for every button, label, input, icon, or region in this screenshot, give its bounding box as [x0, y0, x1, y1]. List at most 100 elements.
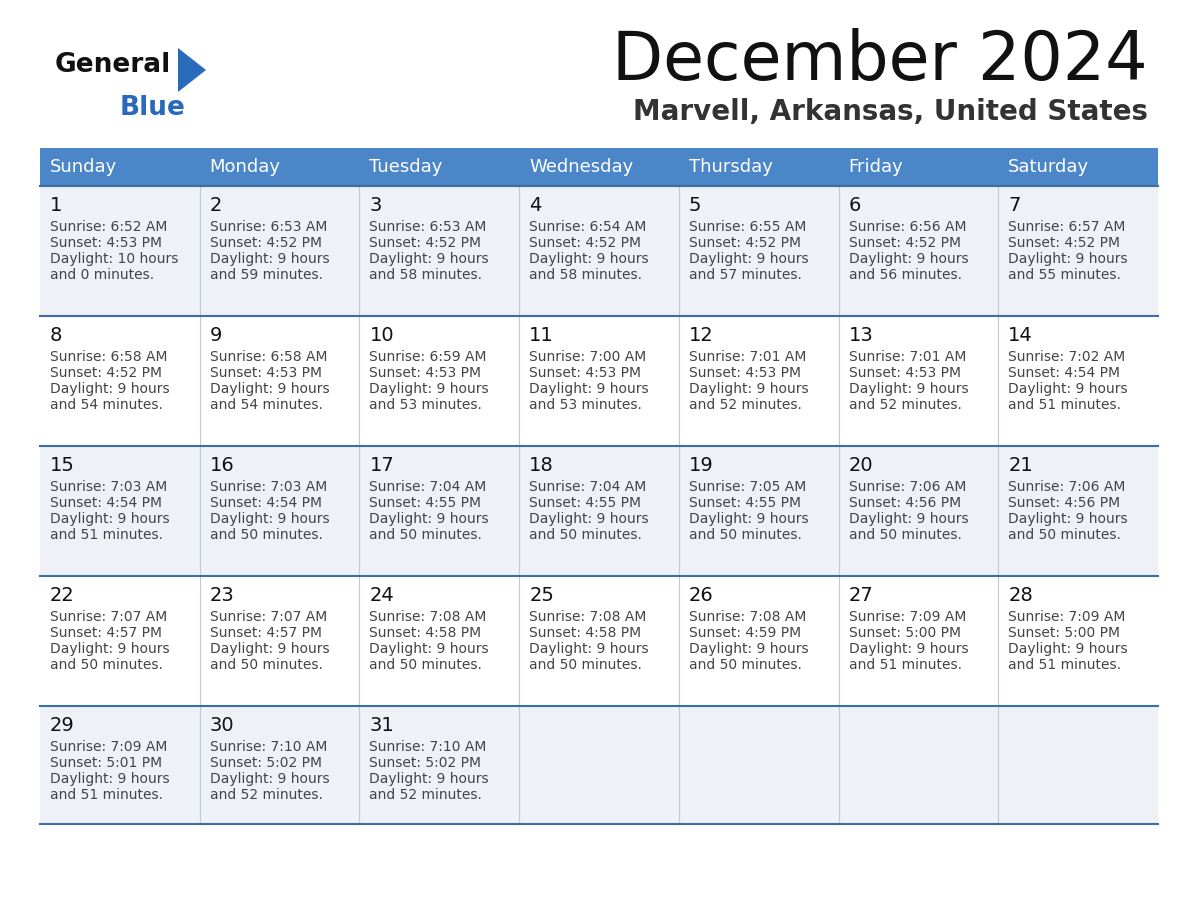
Text: 1: 1 [50, 196, 63, 215]
Text: Sunset: 4:56 PM: Sunset: 4:56 PM [848, 496, 961, 510]
Text: Daylight: 9 hours: Daylight: 9 hours [50, 382, 170, 396]
Text: Saturday: Saturday [1009, 158, 1089, 176]
Text: Daylight: 9 hours: Daylight: 9 hours [1009, 642, 1127, 656]
Text: Sunrise: 6:53 AM: Sunrise: 6:53 AM [210, 220, 327, 234]
Text: 18: 18 [529, 456, 554, 475]
Text: Sunrise: 7:07 AM: Sunrise: 7:07 AM [50, 610, 168, 624]
Text: Daylight: 9 hours: Daylight: 9 hours [1009, 382, 1127, 396]
Text: Daylight: 9 hours: Daylight: 9 hours [210, 252, 329, 266]
Text: 10: 10 [369, 326, 394, 345]
Text: Sunset: 4:52 PM: Sunset: 4:52 PM [210, 236, 322, 250]
Text: Sunrise: 7:00 AM: Sunrise: 7:00 AM [529, 350, 646, 364]
Text: 31: 31 [369, 716, 394, 735]
Text: and 52 minutes.: and 52 minutes. [210, 788, 323, 802]
Text: Thursday: Thursday [689, 158, 772, 176]
Text: 16: 16 [210, 456, 234, 475]
Text: Sunrise: 7:10 AM: Sunrise: 7:10 AM [210, 740, 327, 754]
Text: Daylight: 9 hours: Daylight: 9 hours [529, 382, 649, 396]
Text: and 51 minutes.: and 51 minutes. [50, 788, 163, 802]
Text: and 50 minutes.: and 50 minutes. [369, 528, 482, 542]
Text: Daylight: 9 hours: Daylight: 9 hours [1009, 252, 1127, 266]
Text: Sunset: 4:53 PM: Sunset: 4:53 PM [848, 366, 961, 380]
Text: and 51 minutes.: and 51 minutes. [1009, 658, 1121, 672]
Text: 15: 15 [50, 456, 75, 475]
Text: Sunrise: 7:08 AM: Sunrise: 7:08 AM [369, 610, 487, 624]
Text: Daylight: 9 hours: Daylight: 9 hours [848, 512, 968, 526]
Text: Daylight: 10 hours: Daylight: 10 hours [50, 252, 178, 266]
Text: Sunset: 5:02 PM: Sunset: 5:02 PM [369, 756, 481, 770]
Text: and 51 minutes.: and 51 minutes. [848, 658, 961, 672]
Text: Daylight: 9 hours: Daylight: 9 hours [1009, 512, 1127, 526]
Text: Daylight: 9 hours: Daylight: 9 hours [369, 382, 489, 396]
Text: and 54 minutes.: and 54 minutes. [50, 398, 163, 412]
Text: Sunset: 4:59 PM: Sunset: 4:59 PM [689, 626, 801, 640]
Text: Sunrise: 7:05 AM: Sunrise: 7:05 AM [689, 480, 807, 494]
Text: Sunset: 4:58 PM: Sunset: 4:58 PM [369, 626, 481, 640]
Text: Sunrise: 7:04 AM: Sunrise: 7:04 AM [529, 480, 646, 494]
Text: Sunset: 4:52 PM: Sunset: 4:52 PM [529, 236, 642, 250]
Text: Sunset: 4:52 PM: Sunset: 4:52 PM [50, 366, 162, 380]
Text: Sunset: 5:01 PM: Sunset: 5:01 PM [50, 756, 162, 770]
Text: 4: 4 [529, 196, 542, 215]
Text: 11: 11 [529, 326, 554, 345]
Text: and 55 minutes.: and 55 minutes. [1009, 268, 1121, 282]
Text: Sunrise: 6:57 AM: Sunrise: 6:57 AM [1009, 220, 1126, 234]
Text: Sunset: 4:57 PM: Sunset: 4:57 PM [210, 626, 322, 640]
Text: 30: 30 [210, 716, 234, 735]
Text: Sunrise: 6:53 AM: Sunrise: 6:53 AM [369, 220, 487, 234]
Text: Sunrise: 7:09 AM: Sunrise: 7:09 AM [848, 610, 966, 624]
Text: Sunset: 4:55 PM: Sunset: 4:55 PM [369, 496, 481, 510]
Text: Sunrise: 7:03 AM: Sunrise: 7:03 AM [50, 480, 168, 494]
Text: Sunrise: 7:08 AM: Sunrise: 7:08 AM [689, 610, 807, 624]
Text: Daylight: 9 hours: Daylight: 9 hours [210, 642, 329, 656]
Text: Daylight: 9 hours: Daylight: 9 hours [369, 252, 489, 266]
Text: and 50 minutes.: and 50 minutes. [210, 658, 323, 672]
Text: Sunset: 4:57 PM: Sunset: 4:57 PM [50, 626, 162, 640]
Text: 7: 7 [1009, 196, 1020, 215]
Text: Daylight: 9 hours: Daylight: 9 hours [210, 512, 329, 526]
Bar [40, 446, 1158, 576]
Bar [40, 576, 1158, 706]
Text: and 52 minutes.: and 52 minutes. [689, 398, 802, 412]
Text: Daylight: 9 hours: Daylight: 9 hours [529, 642, 649, 656]
Text: and 56 minutes.: and 56 minutes. [848, 268, 961, 282]
Text: Sunrise: 7:10 AM: Sunrise: 7:10 AM [369, 740, 487, 754]
Text: Sunday: Sunday [50, 158, 118, 176]
Text: Sunrise: 7:09 AM: Sunrise: 7:09 AM [50, 740, 168, 754]
Text: Sunrise: 7:01 AM: Sunrise: 7:01 AM [689, 350, 807, 364]
Text: 9: 9 [210, 326, 222, 345]
Text: 23: 23 [210, 586, 234, 605]
Text: and 53 minutes.: and 53 minutes. [529, 398, 642, 412]
Text: 21: 21 [1009, 456, 1034, 475]
Text: Sunrise: 7:07 AM: Sunrise: 7:07 AM [210, 610, 327, 624]
Text: and 50 minutes.: and 50 minutes. [689, 528, 802, 542]
Text: Sunset: 4:55 PM: Sunset: 4:55 PM [529, 496, 642, 510]
Text: 25: 25 [529, 586, 554, 605]
Text: and 50 minutes.: and 50 minutes. [689, 658, 802, 672]
Text: Daylight: 9 hours: Daylight: 9 hours [689, 252, 809, 266]
Text: and 54 minutes.: and 54 minutes. [210, 398, 323, 412]
Text: Sunrise: 6:52 AM: Sunrise: 6:52 AM [50, 220, 168, 234]
Text: Sunrise: 6:54 AM: Sunrise: 6:54 AM [529, 220, 646, 234]
Text: Daylight: 9 hours: Daylight: 9 hours [369, 772, 489, 786]
Text: 22: 22 [50, 586, 75, 605]
Text: Friday: Friday [848, 158, 903, 176]
Text: Daylight: 9 hours: Daylight: 9 hours [50, 772, 170, 786]
Text: and 50 minutes.: and 50 minutes. [369, 658, 482, 672]
Text: Sunset: 4:54 PM: Sunset: 4:54 PM [50, 496, 162, 510]
Text: and 52 minutes.: and 52 minutes. [369, 788, 482, 802]
Text: and 51 minutes.: and 51 minutes. [50, 528, 163, 542]
Text: 17: 17 [369, 456, 394, 475]
Text: 19: 19 [689, 456, 714, 475]
Text: Sunset: 4:54 PM: Sunset: 4:54 PM [210, 496, 322, 510]
Text: and 50 minutes.: and 50 minutes. [529, 528, 642, 542]
Text: and 52 minutes.: and 52 minutes. [848, 398, 961, 412]
Text: Sunset: 4:52 PM: Sunset: 4:52 PM [848, 236, 961, 250]
Text: Daylight: 9 hours: Daylight: 9 hours [689, 382, 809, 396]
Text: Blue: Blue [120, 95, 185, 121]
Text: Daylight: 9 hours: Daylight: 9 hours [848, 642, 968, 656]
Text: Sunrise: 6:58 AM: Sunrise: 6:58 AM [50, 350, 168, 364]
Text: Daylight: 9 hours: Daylight: 9 hours [689, 642, 809, 656]
Text: Sunset: 4:52 PM: Sunset: 4:52 PM [689, 236, 801, 250]
Text: 5: 5 [689, 196, 701, 215]
